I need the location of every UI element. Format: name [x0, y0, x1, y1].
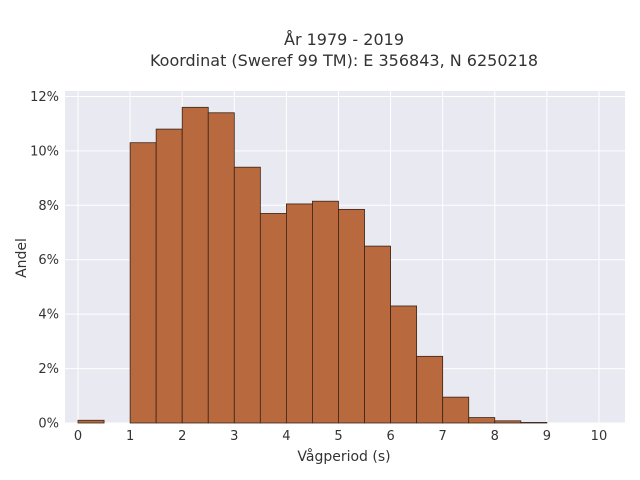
x-tick-label: 10 — [591, 429, 608, 444]
x-tick-label: 9 — [543, 429, 551, 444]
histogram-bar — [338, 208, 365, 424]
y-tick-label: 8% — [38, 199, 59, 214]
histogram-bar — [77, 419, 105, 424]
x-tick-label: 7 — [439, 429, 447, 444]
y-tick-labels: 0% 2% 4% 6% 8% 10% 12% — [30, 90, 59, 432]
chart-title-line2: Koordinat (Sweref 99 TM): E 356843, N 62… — [150, 51, 538, 70]
x-tick-labels: 0 1 2 3 4 5 6 7 8 9 10 — [74, 429, 607, 444]
bars — [77, 106, 548, 424]
chart-title-line1: År 1979 - 2019 — [284, 30, 404, 49]
histogram-bar — [442, 396, 470, 424]
y-tick-label: 12% — [30, 90, 59, 105]
x-tick-label: 0 — [74, 429, 82, 444]
histogram-bar — [259, 213, 287, 424]
x-tick-label: 8 — [491, 429, 499, 444]
histogram-bar — [181, 106, 209, 424]
histogram-bar — [494, 420, 522, 424]
y-tick-label: 4% — [38, 308, 59, 323]
x-tick-label: 6 — [386, 429, 394, 444]
x-tick-label: 4 — [282, 429, 290, 444]
x-tick-label: 3 — [230, 429, 238, 444]
y-tick-label: 2% — [38, 362, 59, 377]
histogram-bar — [390, 305, 418, 424]
y-tick-label: 0% — [38, 417, 59, 432]
histogram-bar — [129, 142, 157, 424]
y-tick-label: 6% — [38, 253, 59, 268]
histogram-bar — [520, 422, 548, 424]
histogram-bar — [364, 245, 391, 424]
histogram-bar — [416, 355, 444, 424]
histogram-bar — [207, 112, 235, 424]
histogram-bar — [285, 203, 313, 424]
histogram-bar — [312, 200, 339, 424]
y-tick-label: 10% — [30, 144, 59, 159]
histogram-bar — [468, 417, 496, 424]
x-tick-label: 2 — [178, 429, 186, 444]
x-tick-label: 1 — [126, 429, 134, 444]
x-axis-label: Vågperiod (s) — [297, 448, 390, 465]
x-tick-label: 5 — [334, 429, 342, 444]
histogram-bar — [233, 166, 261, 424]
histogram-bar — [155, 128, 183, 424]
y-axis-label: Andel — [14, 238, 30, 278]
